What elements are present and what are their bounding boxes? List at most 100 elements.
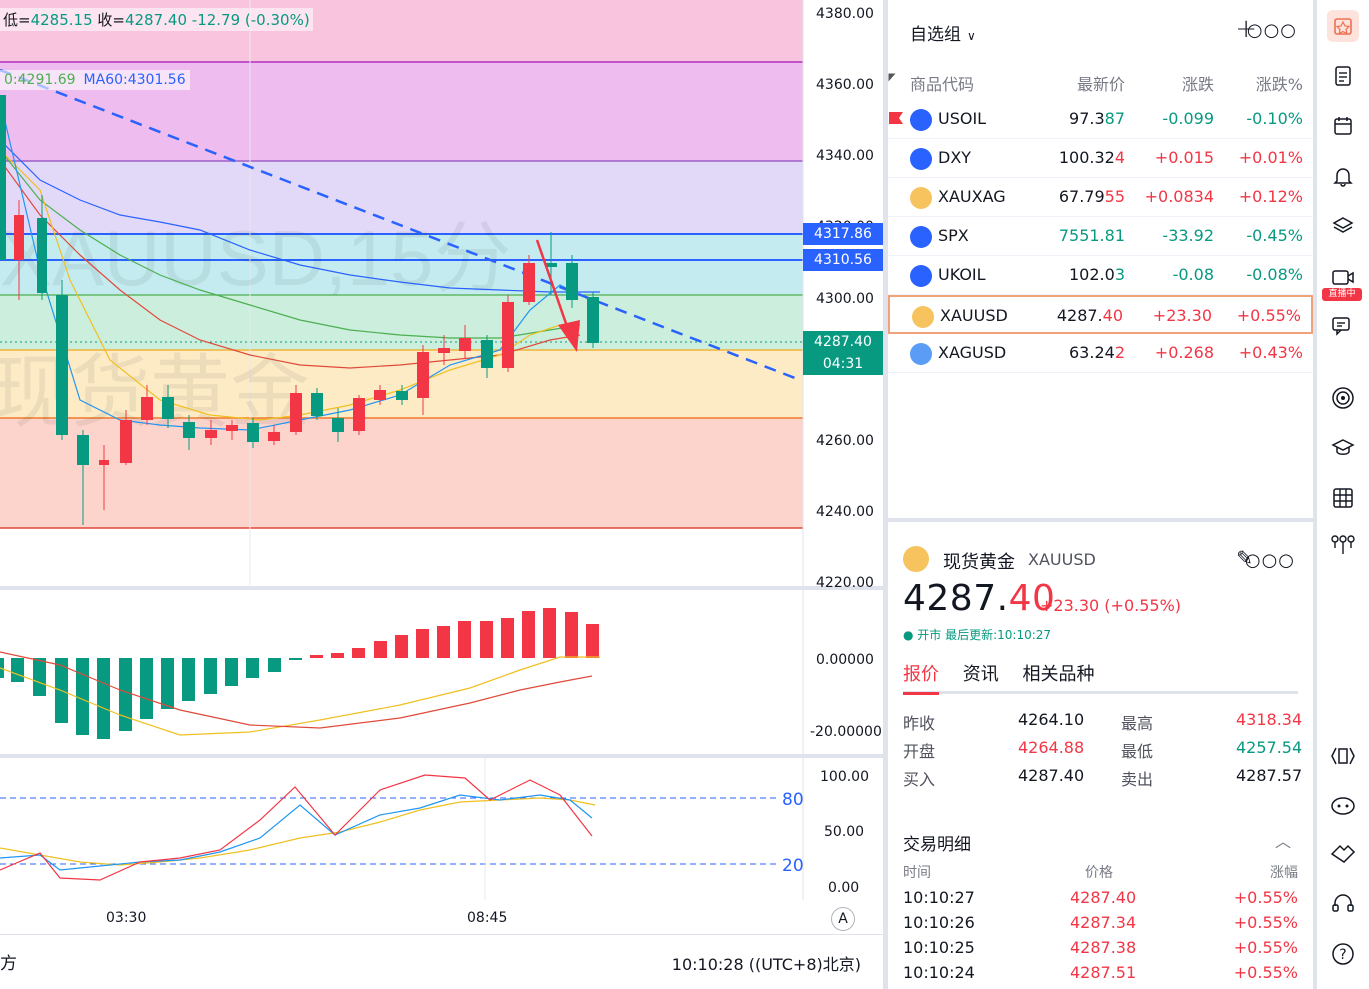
watchlist-tool-icon[interactable] <box>1327 10 1359 42</box>
ma-legend[interactable]: 0:4291.69 MA60:4301.56 <box>0 70 190 90</box>
watchlist-row[interactable]: SPX 7551.81 -33.92 -0.45% <box>888 217 1313 256</box>
kdj-level-80: 80 <box>782 790 804 810</box>
tab-related[interactable]: 相关品种 <box>1022 664 1095 685</box>
tab-quote[interactable]: 报价 <box>903 660 939 695</box>
layers-icon[interactable] <box>1327 210 1359 242</box>
watchlist-selector[interactable]: 自选组 ∨ <box>910 25 976 45</box>
trade-price: 4287.40 <box>1070 888 1137 907</box>
market-status: ● 开市 最后更新:10:10:27 <box>903 628 1052 642</box>
quote-row: 昨收 4264.10 最高 4318.34 <box>903 710 1303 738</box>
symbol-detail-panel: 现货黄金 XAUUSD ✎ ○○○ 4287.40 +23.30 (+0.55%… <box>888 522 1313 989</box>
live-badge: 直播中 <box>1322 288 1362 301</box>
quote-row: 买入 4287.40 卖出 4287.57 <box>903 766 1303 794</box>
watchlist-change: +0.0834 <box>1144 187 1214 206</box>
bell-icon[interactable] <box>1327 160 1359 192</box>
watchlist-change-percent: +0.55% <box>1236 306 1301 325</box>
chart-canvas[interactable]: XAUUSD,15分 现货黄金 <box>0 0 883 989</box>
watchlist-change: +23.30 <box>1152 306 1212 325</box>
watchlist-change-percent: -0.10% <box>1246 109 1303 128</box>
svg-text:4260.00: 4260.00 <box>816 433 874 449</box>
watchlist-change: -0.099 <box>1162 109 1214 128</box>
kdj-level-20: 20 <box>782 856 804 876</box>
time-axis[interactable]: 03:30 08:45 <box>106 910 507 926</box>
watchlist-change-percent: -0.45% <box>1246 226 1303 245</box>
trade-price: 4287.34 <box>1070 913 1137 932</box>
edit-icon[interactable]: ✎ <box>1236 546 1253 570</box>
auto-scale-button[interactable]: A <box>831 907 855 931</box>
watchlist-symbol: XAUUSD <box>940 306 1008 325</box>
fib-zone-6 <box>0 350 803 418</box>
help-icon[interactable]: ? <box>1327 938 1359 970</box>
more-icon[interactable]: ○○○ <box>1244 550 1295 571</box>
watchlist-change: -0.08 <box>1172 265 1214 284</box>
fib-zone-5 <box>0 295 803 350</box>
headset-icon[interactable] <box>1327 888 1359 920</box>
clock[interactable]: 10:10:28 ((UTC+8)北京) <box>671 955 861 974</box>
add-symbol-button[interactable]: + <box>1235 14 1257 44</box>
watchlist-change-percent: +0.43% <box>1238 343 1303 362</box>
svg-text:4380.00: 4380.00 <box>816 6 874 22</box>
quote-row: 开盘 4264.88 最低 4257.54 <box>903 738 1303 766</box>
kdj-pane[interactable] <box>0 758 780 900</box>
live-stream-icon[interactable] <box>1327 262 1359 294</box>
target-icon[interactable] <box>1327 382 1359 414</box>
timeframe-label[interactable]: 方 <box>0 954 17 974</box>
price-tag-high: 4317.86 <box>803 223 883 245</box>
watchlist-change-percent: +0.12% <box>1238 187 1303 206</box>
watchlist-row[interactable]: UKOIL 102.03 -0.08 -0.08% <box>888 256 1313 295</box>
watchlist-symbol: XAUXAG <box>938 187 1006 206</box>
trade-time: 10:10:24 <box>903 963 975 982</box>
grid-table-icon[interactable] <box>1327 482 1359 514</box>
trade-price: 4287.38 <box>1070 938 1137 957</box>
watchlist-row[interactable]: XAUUSD 4287.40 +23.30 +0.55% <box>888 295 1313 334</box>
chart-pane[interactable]: XAUUSD,15分 现货黄金 <box>0 0 883 989</box>
trade-time: 10:10:27 <box>903 888 975 907</box>
macd-pane[interactable] <box>0 608 600 739</box>
us-flag-icon <box>910 226 932 248</box>
svg-text:4300.00: 4300.00 <box>816 291 874 307</box>
fib-zone-7 <box>0 418 803 528</box>
price-axis[interactable]: 4380.00 4360.00 4340.00 4320.00 4300.00 … <box>810 6 882 896</box>
quote-value: 4287.57 <box>1236 766 1303 785</box>
chevron-up-icon[interactable]: ︿ <box>1274 832 1291 851</box>
last-price: 4287.40 <box>903 578 1056 619</box>
sort-corner-icon <box>888 73 896 82</box>
watchlist-last: 102.03 <box>1069 265 1125 284</box>
document-icon[interactable] <box>1327 60 1359 92</box>
education-icon[interactable] <box>1327 432 1359 464</box>
silver-icon <box>910 343 932 365</box>
price-tag-level: 4310.56 <box>803 249 883 271</box>
watchlist-row[interactable]: XAUXAG 67.7955 +0.0834 +0.12% <box>888 178 1313 217</box>
candles[interactable] <box>0 95 599 525</box>
more-icon[interactable]: ○○○ <box>1246 20 1297 41</box>
fib-zone-4 <box>0 234 803 295</box>
detail-tabs: 报价 资讯 相关品种 <box>903 660 1298 695</box>
us-flag-icon <box>910 148 932 170</box>
code-brackets-icon[interactable] <box>1327 740 1359 772</box>
svg-text:4240.00: 4240.00 <box>816 504 874 520</box>
arrow-annotation[interactable] <box>535 239 580 352</box>
handshake-icon[interactable] <box>1327 838 1359 870</box>
svg-text:0.00000: 0.00000 <box>816 652 874 668</box>
calendar-icon[interactable] <box>1327 110 1359 142</box>
tab-news[interactable]: 资讯 <box>962 664 999 685</box>
symbol-name: 现货黄金 <box>943 552 1015 573</box>
chat-icon[interactable] <box>1327 310 1359 342</box>
watchlist-last: 7551.81 <box>1058 226 1125 245</box>
quote-label: 昨收 <box>903 714 936 733</box>
quote-label: 最高 <box>1121 714 1154 733</box>
symbol-code: XAUUSD <box>1028 550 1096 569</box>
watchlist-row[interactable]: USOIL 97.387 -0.099 -0.10% <box>888 100 1313 139</box>
robot-icon[interactable] <box>1327 790 1359 822</box>
hierarchy-icon[interactable] <box>1327 530 1359 562</box>
quote-label: 卖出 <box>1121 770 1154 789</box>
svg-text:4360.00: 4360.00 <box>816 77 874 93</box>
quote-value: 4318.34 <box>1236 710 1303 729</box>
svg-text:100.00: 100.00 <box>820 769 869 785</box>
trade-change: +0.55% <box>1233 963 1298 982</box>
watchlist-header: 商品代码 最新价 涨跌 涨跌% <box>888 62 1313 100</box>
watchlist-last: 63.242 <box>1069 343 1125 362</box>
watchlist-row[interactable]: XAGUSD 63.242 +0.268 +0.43% <box>888 334 1313 373</box>
watermark-symbol: XAUUSD,15分 <box>0 214 512 302</box>
watchlist-row[interactable]: DXY 100.324 +0.015 +0.01% <box>888 139 1313 178</box>
